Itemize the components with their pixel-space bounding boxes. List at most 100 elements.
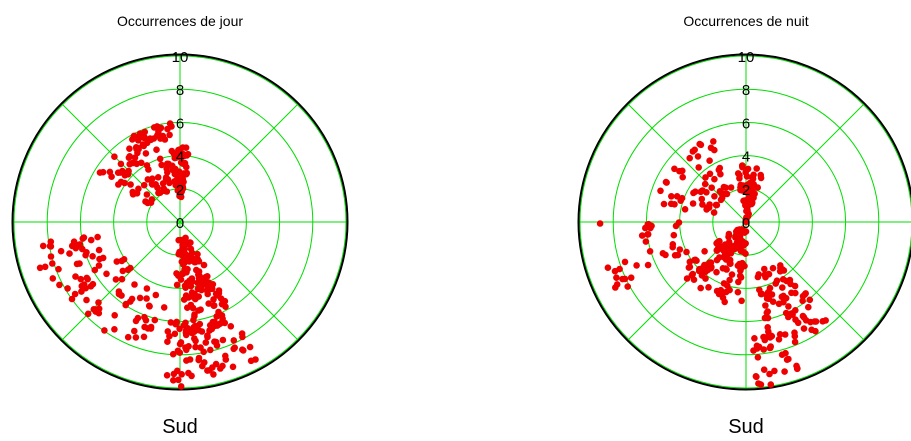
data-point — [697, 284, 704, 292]
data-point — [239, 346, 246, 354]
data-point — [118, 275, 126, 283]
data-point — [727, 260, 734, 268]
data-point — [181, 282, 189, 290]
data-point — [210, 302, 218, 309]
data-point — [80, 234, 88, 241]
data-point — [143, 295, 150, 302]
data-point — [683, 248, 690, 256]
data-point — [706, 170, 714, 178]
data-point — [736, 236, 744, 243]
data-point — [131, 327, 138, 335]
data-point — [668, 193, 675, 200]
data-point — [742, 228, 750, 235]
data-point — [171, 330, 179, 338]
data-point — [812, 318, 820, 325]
grid-spoke — [745, 104, 864, 223]
data-point — [791, 338, 799, 346]
data-point — [73, 260, 81, 268]
data-point — [171, 178, 178, 185]
data-point — [173, 320, 180, 327]
data-point — [41, 263, 49, 271]
data-point — [229, 363, 237, 371]
data-point — [177, 339, 185, 346]
outer-circle — [577, 53, 911, 391]
data-point — [702, 174, 709, 181]
data-point — [118, 257, 126, 265]
data-point — [644, 261, 652, 269]
data-point — [182, 319, 189, 327]
data-point — [719, 265, 727, 272]
data-point — [711, 175, 718, 183]
data-point — [246, 343, 254, 351]
data-point — [616, 265, 623, 273]
data-point — [730, 242, 738, 250]
data-point — [691, 146, 698, 154]
data-point — [204, 367, 211, 374]
data-point — [767, 381, 775, 388]
data-point — [679, 173, 686, 181]
data-point — [90, 306, 98, 313]
data-point — [783, 277, 790, 285]
data-point — [99, 168, 107, 176]
data-point — [763, 309, 771, 317]
data-point — [150, 124, 158, 131]
data-point — [785, 303, 792, 310]
data-point — [596, 220, 604, 227]
data-point — [180, 296, 188, 303]
data-point — [713, 201, 721, 209]
data-point — [126, 145, 133, 152]
data-point — [764, 324, 771, 331]
r-tick-label-day: 2 — [176, 182, 184, 199]
data-point — [197, 284, 205, 292]
r-tick-label-day: 8 — [176, 82, 184, 99]
data-point — [695, 164, 702, 171]
data-point — [698, 195, 706, 203]
data-point — [710, 138, 717, 145]
data-point — [727, 184, 735, 191]
data-point — [627, 274, 635, 282]
data-point — [183, 169, 191, 177]
data-point — [157, 124, 165, 132]
data-point — [621, 275, 629, 283]
data-point — [119, 167, 126, 175]
data-point — [39, 242, 47, 250]
data-point — [704, 266, 712, 274]
data-point — [771, 367, 778, 375]
data-point — [230, 337, 238, 344]
data-point — [819, 318, 826, 325]
data-point — [217, 365, 224, 372]
data-point — [180, 239, 188, 246]
data-point — [177, 276, 185, 283]
data-point — [158, 161, 165, 169]
data-point — [624, 283, 631, 290]
plot-area-day: 0 2 4 6 8 10 — [11, 49, 349, 391]
data-point — [95, 299, 102, 306]
data-point — [49, 260, 56, 267]
data-point — [64, 285, 71, 292]
data-point — [126, 160, 133, 168]
data-point — [136, 130, 144, 137]
data-point — [207, 346, 214, 354]
data-point — [55, 265, 62, 273]
data-point — [738, 297, 745, 305]
data-point — [686, 154, 693, 162]
data-point — [174, 347, 182, 355]
data-point — [124, 266, 132, 274]
data-point — [153, 146, 160, 153]
r-tick-label-day: 4 — [176, 149, 184, 166]
data-point — [801, 291, 809, 298]
data-point — [748, 200, 756, 207]
data-point — [160, 304, 168, 311]
data-point — [621, 258, 629, 266]
data-point — [117, 160, 125, 168]
data-point — [197, 344, 204, 351]
data-point — [134, 314, 142, 322]
data-point — [212, 360, 220, 368]
data-point — [177, 193, 185, 201]
data-point — [659, 250, 667, 257]
data-point — [660, 200, 668, 208]
data-point — [202, 339, 210, 346]
data-point — [175, 236, 182, 244]
data-point — [177, 383, 185, 390]
data-point — [186, 252, 193, 260]
